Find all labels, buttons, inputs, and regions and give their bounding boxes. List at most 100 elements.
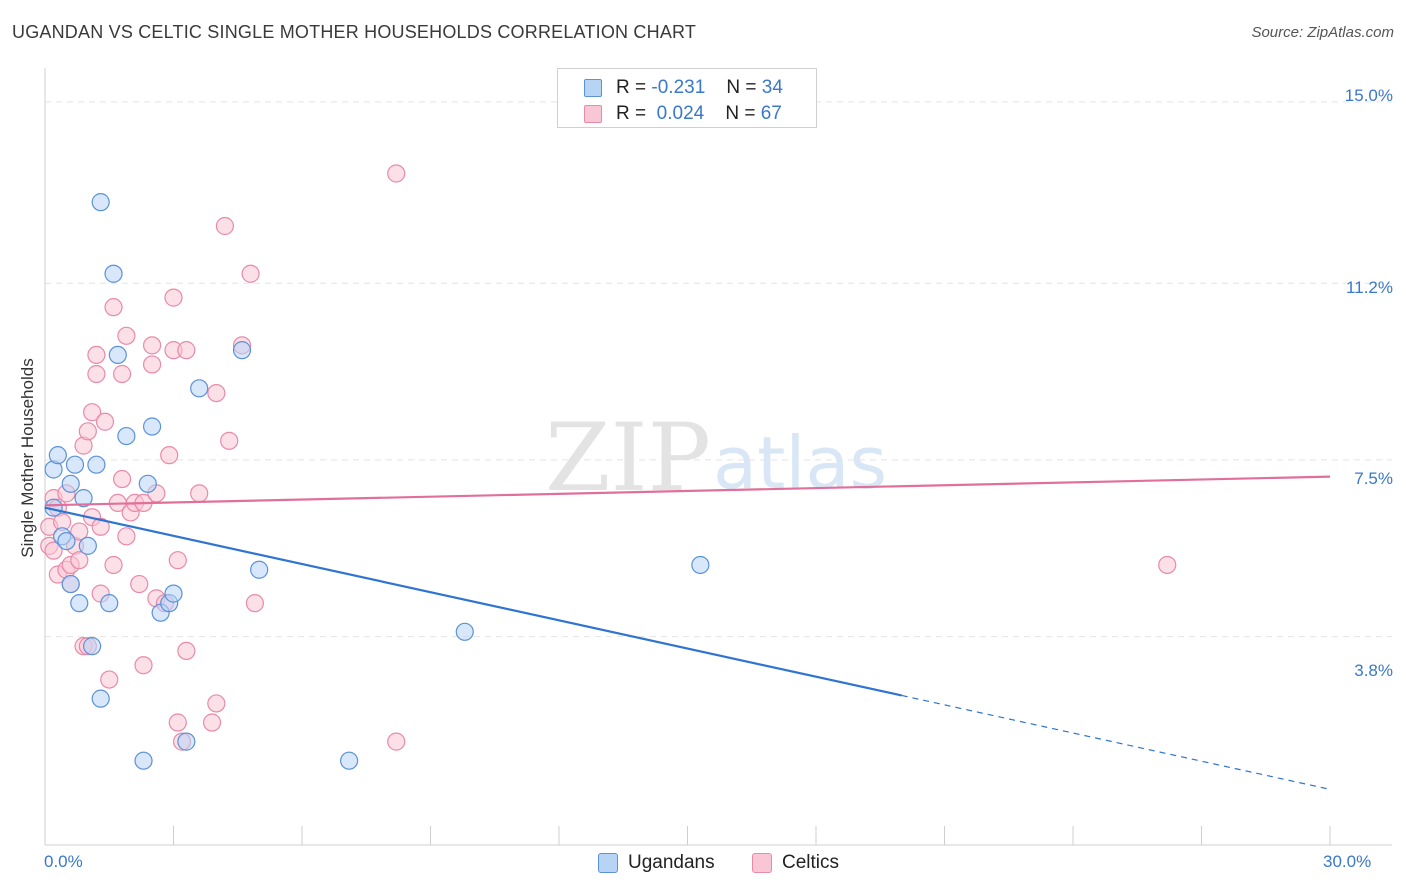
legend-swatch-pink [584, 105, 602, 123]
data-point [87, 345, 106, 365]
correlation-legend: R = -0.231 N = 34 R = 0.024 N = 67 [557, 68, 817, 128]
data-point [117, 527, 136, 546]
x-tick-label-min: 0.0% [44, 852, 83, 871]
data-point [65, 455, 85, 474]
data-point [241, 264, 260, 283]
legend-n-value: 34 [761, 77, 783, 98]
data-point [87, 364, 106, 384]
ugandans-points [44, 193, 710, 770]
y-tick-label: 11.2% [1346, 278, 1393, 297]
data-point [70, 594, 89, 613]
data-point [91, 689, 110, 708]
data-point [691, 555, 710, 575]
data-point [177, 732, 196, 751]
chart-title: UGANDAN VS CELTIC SINGLE MOTHER HOUSEHOL… [12, 22, 697, 42]
data-point [134, 656, 153, 675]
data-point [245, 594, 264, 613]
data-point [168, 551, 187, 570]
data-point [138, 474, 157, 493]
data-point [455, 622, 474, 641]
y-tick-label: 15.0% [1344, 86, 1393, 105]
data-point [177, 641, 196, 661]
data-point [168, 713, 187, 732]
data-point [83, 637, 102, 656]
legend-n-label: N = [726, 77, 757, 98]
data-point [340, 751, 359, 770]
trendlines [44, 475, 1331, 790]
source-label: Source: ZipAtlas.com [1251, 24, 1394, 41]
data-point [387, 732, 406, 751]
axes [44, 68, 1392, 846]
data-point [57, 531, 76, 551]
legend-label: Ugandans [628, 852, 715, 873]
data-point [48, 446, 67, 465]
data-point [130, 574, 149, 594]
data-point [78, 422, 97, 441]
data-point [112, 469, 132, 489]
data-point [74, 489, 93, 508]
data-point [190, 379, 209, 398]
data-point [250, 560, 269, 579]
data-point [104, 298, 123, 317]
data-point [164, 288, 183, 307]
data-point [70, 522, 89, 541]
data-point [100, 594, 119, 613]
data-point [100, 670, 119, 689]
data-point [95, 412, 115, 431]
legend-r-value: -0.231 [651, 77, 706, 98]
trendline-ugandans [44, 506, 902, 697]
data-point [87, 455, 106, 474]
trendline-celtics [44, 475, 1331, 507]
celtics-points [40, 164, 1177, 751]
watermark: ZIP atlas [545, 404, 887, 513]
data-point [215, 216, 234, 236]
data-point [78, 536, 97, 555]
legend-n-value: 67 [760, 103, 782, 124]
data-point [160, 446, 179, 465]
x-tick-label-max: 30.0% [1323, 852, 1372, 871]
data-point [142, 417, 162, 436]
data-point [190, 484, 209, 503]
data-point [134, 751, 153, 770]
data-point [207, 383, 226, 403]
legend-r-label: R = [616, 77, 647, 98]
data-point [207, 694, 226, 713]
y-axis-label: Single Mother Households [18, 358, 37, 558]
data-point [164, 584, 183, 603]
legend-r-label: R = [616, 103, 647, 124]
data-point [61, 574, 80, 594]
legend-r-value: 0.024 [656, 103, 705, 124]
data-point [1158, 555, 1177, 575]
grid [45, 101, 1392, 638]
data-point [177, 341, 196, 360]
data-point [142, 355, 162, 374]
data-point [117, 426, 136, 446]
legend-label: Celtics [782, 852, 840, 873]
legend-n-label: N = [725, 103, 756, 124]
data-point [61, 474, 80, 493]
data-point [104, 264, 123, 283]
data-point [202, 713, 222, 732]
data-point [117, 326, 136, 345]
data-point [108, 345, 127, 365]
watermark-atlas: atlas [713, 421, 887, 505]
data-point [91, 193, 110, 212]
data-point [83, 403, 102, 422]
legend-swatch-pink [752, 853, 772, 873]
y-tick-label: 3.8% [1354, 661, 1393, 680]
legend-swatch-blue [584, 79, 602, 97]
data-point [232, 341, 252, 360]
data-point [142, 336, 162, 355]
data-point [220, 431, 239, 450]
legend-swatch-blue [598, 853, 618, 873]
data-point [91, 517, 110, 536]
watermark-zip: ZIP [545, 404, 711, 513]
trendline-ugandans-projection [901, 694, 1331, 790]
y-tick-label: 7.5% [1354, 469, 1393, 488]
data-point [112, 364, 132, 384]
data-point [104, 555, 123, 575]
data-point [70, 551, 89, 570]
data-point [387, 164, 406, 183]
data-point [44, 541, 63, 560]
